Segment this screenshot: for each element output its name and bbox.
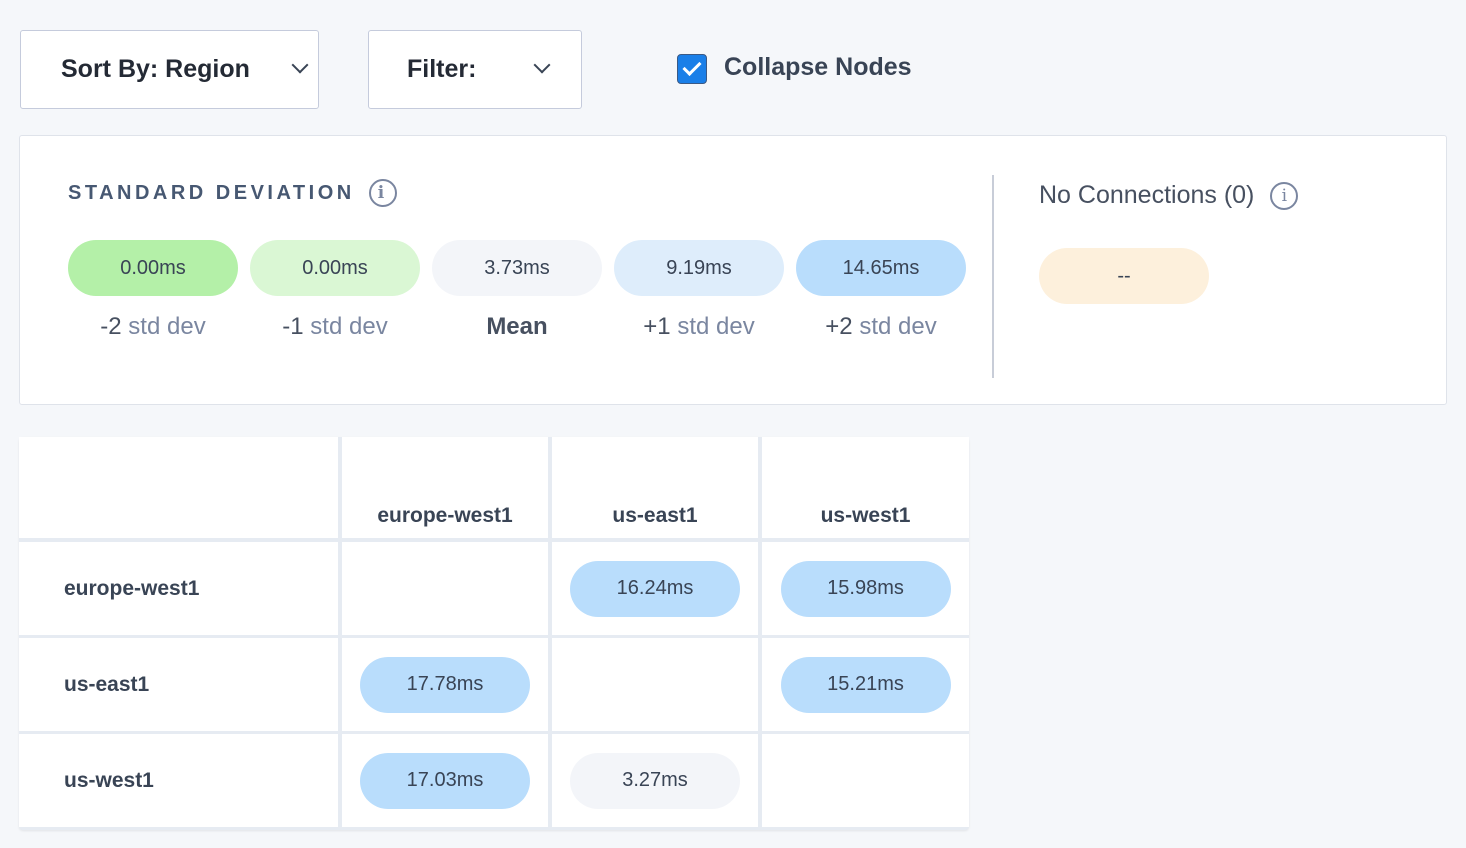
collapse-nodes-checkbox[interactable]	[677, 54, 707, 84]
stddev-pill: 0.00ms	[250, 240, 420, 296]
info-icon[interactable]: i	[368, 179, 397, 207]
stddev-suffix: std dev	[670, 313, 755, 340]
chevron-down-icon	[291, 56, 309, 74]
stddev-title: STANDARD DEVIATION	[68, 181, 355, 204]
stddev-pill: 3.73ms	[432, 240, 602, 296]
filter-label: Filter:	[407, 55, 477, 83]
latency-pill[interactable]: 15.98ms	[780, 560, 951, 617]
latency-pill[interactable]: 17.03ms	[360, 752, 530, 809]
stddev-label: +2 std dev	[796, 313, 966, 341]
stddev-label: -2 std dev	[68, 313, 238, 341]
latency-pill[interactable]: 15.21ms	[780, 656, 951, 713]
sort-by-label: Sort By: Region	[61, 55, 250, 83]
stddev-suffix: std dev	[303, 313, 388, 340]
column-header: us-west1	[762, 437, 969, 538]
stddev-suffix: std dev	[121, 313, 206, 340]
stddev-sign: Mean	[486, 313, 548, 340]
matrix-cell	[552, 638, 758, 731]
matrix-cell: 16.24ms	[552, 542, 758, 635]
latency-pill[interactable]: 16.24ms	[570, 560, 740, 617]
no-connections-label: No Connections (0)	[1039, 181, 1255, 209]
no-connections-heading: No Connections (0) i	[1039, 181, 1299, 210]
stddev-pill: 0.00ms	[68, 240, 238, 296]
matrix-cell	[342, 542, 548, 635]
column-header: europe-west1	[342, 437, 548, 538]
stddev-heading: STANDARD DEVIATION i	[68, 179, 397, 207]
stddev-sign: +2	[825, 313, 853, 340]
stddev-label: Mean	[432, 313, 602, 341]
latency-matrix: europe-west1 us-east1 us-west1 europe-west1…	[19, 437, 969, 830]
matrix-cell: 15.98ms	[762, 542, 969, 635]
column-header: us-east1	[552, 437, 758, 538]
matrix-cell: 17.78ms	[342, 638, 548, 731]
sort-by-dropdown[interactable]: Sort By: Region	[20, 30, 319, 109]
filter-dropdown[interactable]: Filter:	[368, 30, 582, 109]
stddev-pill: 9.19ms	[614, 240, 784, 296]
stddev-label: -1 std dev	[250, 313, 420, 341]
corner-cell	[19, 437, 338, 538]
matrix-cell: 15.21ms	[762, 638, 969, 731]
info-icon[interactable]: i	[1270, 181, 1299, 210]
stddev-pill: 14.65ms	[796, 240, 966, 296]
matrix-cell: 17.03ms	[342, 734, 548, 827]
row-header: us-west1	[19, 734, 338, 827]
row-header: us-east1	[19, 638, 338, 731]
collapse-nodes-label[interactable]: Collapse Nodes	[724, 53, 912, 81]
stddev-label: +1 std dev	[614, 313, 784, 341]
stddev-sign: -1	[282, 313, 304, 340]
latency-pill[interactable]: 17.78ms	[360, 656, 530, 713]
matrix-cell	[762, 734, 969, 827]
divider	[992, 175, 994, 378]
stddev-sign: +1	[643, 313, 671, 340]
matrix-cell: 3.27ms	[552, 734, 758, 827]
chevron-down-icon	[533, 56, 551, 74]
row-header: europe-west1	[19, 542, 338, 635]
stddev-suffix: std dev	[852, 313, 937, 340]
stddev-sign: -2	[100, 313, 122, 340]
no-connections-pill: --	[1039, 248, 1209, 304]
latency-pill[interactable]: 3.27ms	[570, 752, 740, 809]
